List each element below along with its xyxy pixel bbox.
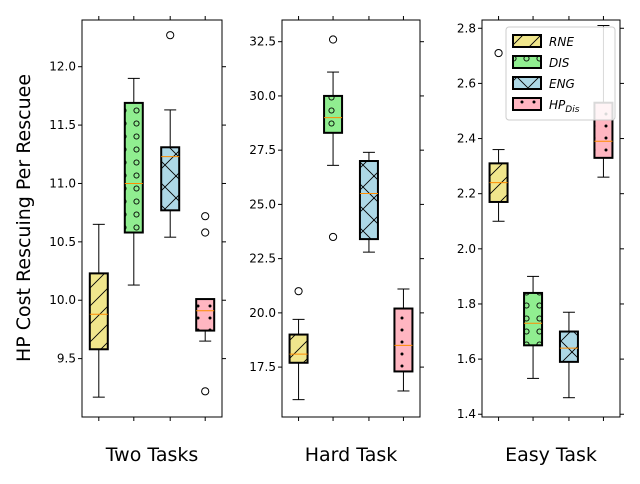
y-tick-label: 12.0: [49, 60, 76, 74]
y-tick-label: 32.5: [249, 35, 276, 49]
y-tick-label: 20.0: [249, 306, 276, 320]
panel-frame: [481, 19, 621, 418]
y-tick-label: 30.0: [249, 89, 276, 103]
y-tick-label: 25.0: [249, 197, 276, 211]
box-body: [358, 160, 379, 241]
box-body: [88, 272, 109, 351]
box-eng: [558, 311, 579, 399]
legend-swatch: [512, 97, 542, 111]
box-rne: [488, 48, 509, 222]
y-tick-label: 1.4: [457, 407, 476, 421]
outlier-point: [201, 387, 210, 396]
y-tick-label: 10.5: [49, 235, 76, 249]
box-rne: [288, 287, 309, 401]
box-hp: [393, 288, 414, 392]
box-body: [288, 333, 309, 364]
box-body: [393, 307, 414, 373]
legend-item-hp: HPDis: [512, 97, 580, 115]
outlier-point: [494, 48, 503, 58]
legend-item-rne: RNE: [512, 34, 574, 49]
y-axis-label: HP Cost Rescuing Per Rescuee: [13, 74, 35, 362]
outlier-point: [201, 212, 210, 221]
y-tick-label: 11.5: [49, 118, 76, 132]
panel-two-tasks: 9.5 10.0 10.5 11.0 11.5 12.0 Two Tasks: [49, 16, 226, 466]
y-tick-label: 11.0: [49, 176, 76, 190]
box-dis: [123, 77, 144, 286]
legend: RNE DIS ENG HPDis: [505, 26, 616, 121]
panel-frame: [81, 19, 223, 418]
legend-item-eng: ENG: [512, 76, 575, 91]
legend-swatch: [512, 34, 542, 48]
box-body: [558, 330, 579, 363]
y-tick-label: 2.4: [457, 132, 476, 146]
legend-label: ENG: [549, 77, 575, 91]
y-tick-label: 2.2: [457, 187, 476, 201]
y-tick-label: 22.5: [249, 252, 276, 266]
legend-swatch: [512, 55, 542, 69]
group-label: Hard Task: [305, 444, 398, 466]
legend-swatch: [512, 76, 542, 90]
outlier-point: [294, 287, 303, 296]
y-tick-label: 10.0: [49, 293, 76, 307]
box-body: [123, 101, 144, 234]
legend-label: DIS: [549, 56, 570, 70]
panel-hard-task: 17.5 20.0 22.5 25.0 27.5 30.0 32.5 Hard Task: [249, 16, 424, 466]
outlier-point: [166, 31, 175, 40]
group-label: Easy Task: [505, 444, 597, 466]
box-body: [195, 298, 216, 332]
group-label: Two Tasks: [105, 444, 199, 466]
outlier-point: [328, 232, 338, 242]
outlier-point: [328, 35, 338, 44]
legend-label: RNE: [549, 35, 574, 49]
y-tick-label: 17.5: [249, 360, 276, 374]
panel-frame: [281, 19, 421, 418]
y-tick-label: 2.6: [457, 76, 476, 90]
box-hp: [195, 212, 216, 396]
y-tick-label: 9.5: [57, 352, 76, 366]
y-tick-label: 2.8: [457, 21, 476, 35]
box-eng: [358, 151, 379, 253]
legend-label-subscript: Dis: [565, 105, 579, 115]
legend-box: [505, 26, 616, 121]
box-dis: [323, 35, 344, 242]
box-body: [523, 291, 544, 347]
y-tick-label: 27.5: [249, 143, 276, 157]
y-tick-label: 2.0: [457, 242, 476, 256]
box-body: [323, 94, 344, 134]
box-rne: [88, 223, 109, 398]
box-eng: [160, 31, 181, 238]
y-tick-label: 1.6: [457, 352, 476, 366]
legend-item-dis: DIS: [512, 55, 570, 70]
box-dis: [523, 275, 544, 379]
outlier-point: [201, 228, 210, 237]
y-tick-label: 1.8: [457, 297, 476, 311]
box-body: [160, 146, 181, 212]
